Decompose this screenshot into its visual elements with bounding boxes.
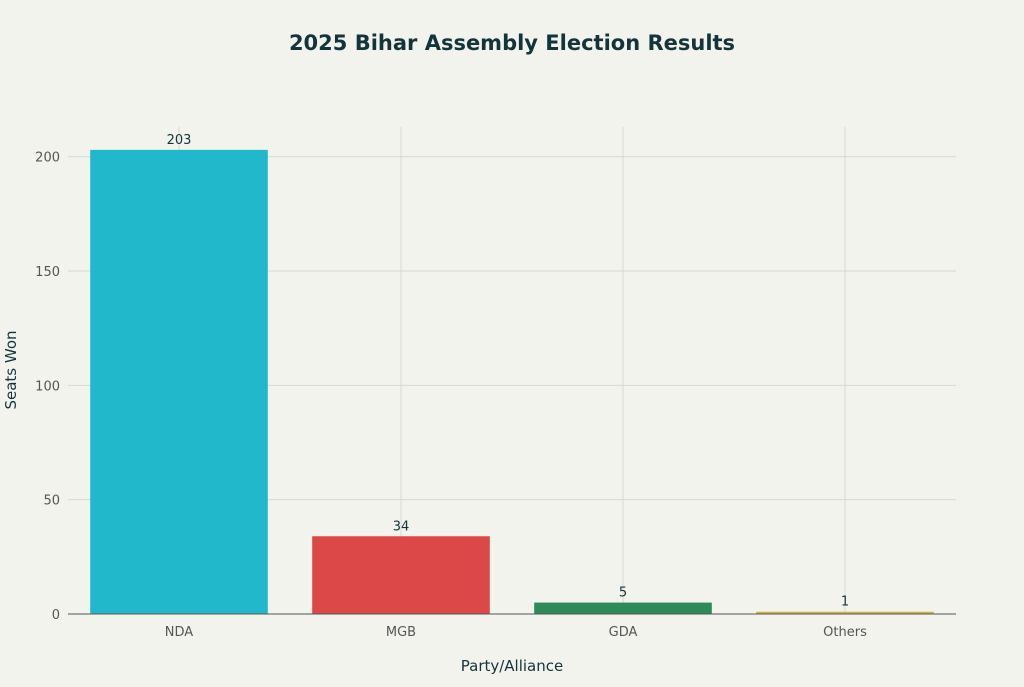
- x-tick-label: MGB: [386, 625, 416, 640]
- data-label: 5: [619, 586, 627, 601]
- x-tick-label: NDA: [165, 625, 194, 640]
- y-tick-label: 0: [52, 608, 60, 623]
- bar-others: [756, 611, 934, 614]
- y-tick-label: 50: [43, 494, 60, 509]
- data-label: 1: [841, 595, 849, 610]
- bar-nda: [90, 149, 268, 615]
- data-label: 203: [167, 133, 192, 148]
- bar-gda: [534, 602, 712, 614]
- y-tick-label: 100: [35, 379, 60, 394]
- y-tick-label: 150: [35, 265, 60, 280]
- bar-mgb: [312, 536, 490, 614]
- x-tick-label: Others: [823, 625, 867, 640]
- y-axis-title: Seats Won: [2, 330, 20, 409]
- y-tick-label: 200: [35, 151, 60, 166]
- x-tick-label: GDA: [609, 625, 638, 640]
- x-axis-title: Party/Alliance: [461, 657, 563, 675]
- data-label: 34: [393, 519, 410, 534]
- labels: 0 50 100 150 200 203 NDA 34 MGB 5 GDA 1 Others: [35, 133, 867, 640]
- bars: [90, 149, 934, 615]
- chart-title: 2025 Bihar Assembly Election Results: [289, 31, 735, 55]
